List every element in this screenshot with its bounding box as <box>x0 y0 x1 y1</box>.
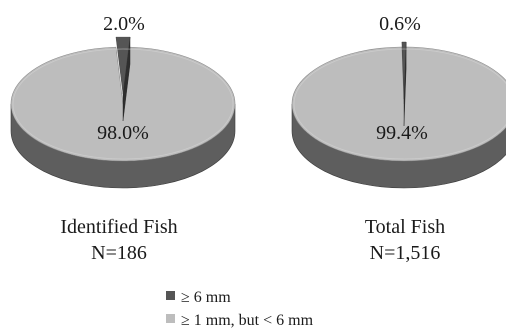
pie-chart-total-fish <box>291 41 506 189</box>
chart-subtitle-total-fish: N=1,516 <box>370 242 441 264</box>
legend: ≥ 6 mm ≥ 1 mm, but < 6 mm <box>166 289 314 329</box>
slice-label-identified-fish-large: 2.0% <box>103 13 145 35</box>
legend-label-large: ≥ 6 mm <box>181 289 231 306</box>
pie-rim-identified-fish <box>12 48 234 160</box>
legend-swatch-small <box>166 314 175 323</box>
slice-label-total-fish-small: 99.4% <box>376 122 428 144</box>
pie-slice-total-fish-large <box>401 41 407 100</box>
pie-rim-total-fish <box>293 48 506 160</box>
slice-label-identified-fish-small: 98.0% <box>97 122 149 144</box>
legend-swatch-large <box>166 291 175 300</box>
pie-chart-identified-fish <box>10 36 236 189</box>
pie-slice-total-fish-small <box>291 46 506 162</box>
chart-subtitle-identified-fish: N=186 <box>91 242 147 264</box>
legend-label-small: ≥ 1 mm, but < 6 mm <box>181 312 314 329</box>
slice-label-total-fish-large: 0.6% <box>379 13 421 35</box>
chart-title-total-fish: Total Fish <box>365 216 445 238</box>
chart-title-identified-fish: Identified Fish <box>60 216 177 238</box>
pie-slice-identified-fish-large <box>115 36 131 95</box>
